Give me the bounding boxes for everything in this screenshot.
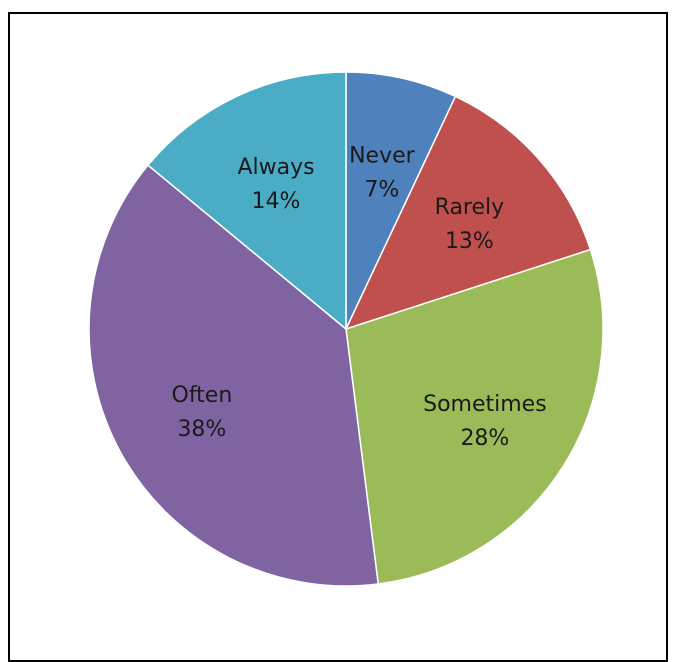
slice-category-label: Rarely <box>435 195 505 220</box>
pie-slices <box>88 71 604 587</box>
pie-slice-sometimes <box>345 248 604 585</box>
slice-percent-label: 13% <box>445 229 494 254</box>
pie-slice-often <box>88 164 380 587</box>
pie-slice-always <box>146 71 347 331</box>
slice-percent-label: 7% <box>364 178 399 203</box>
slice-category-label: Never <box>349 144 416 169</box>
slice-category-label: Always <box>237 155 314 180</box>
slice-percent-label: 28% <box>460 426 509 451</box>
pie-slice-rarely <box>344 95 592 331</box>
pie-labels: Never 7% Rarely 13% Sometimes 28% Often 38% Alwa… <box>172 144 547 452</box>
slice-percent-label: 38% <box>177 417 226 442</box>
slice-category-label: Sometimes <box>423 392 547 417</box>
slice-category-label: Often <box>172 383 233 408</box>
slice-percent-label: 14% <box>252 189 301 214</box>
pie-slice-never <box>345 71 457 330</box>
